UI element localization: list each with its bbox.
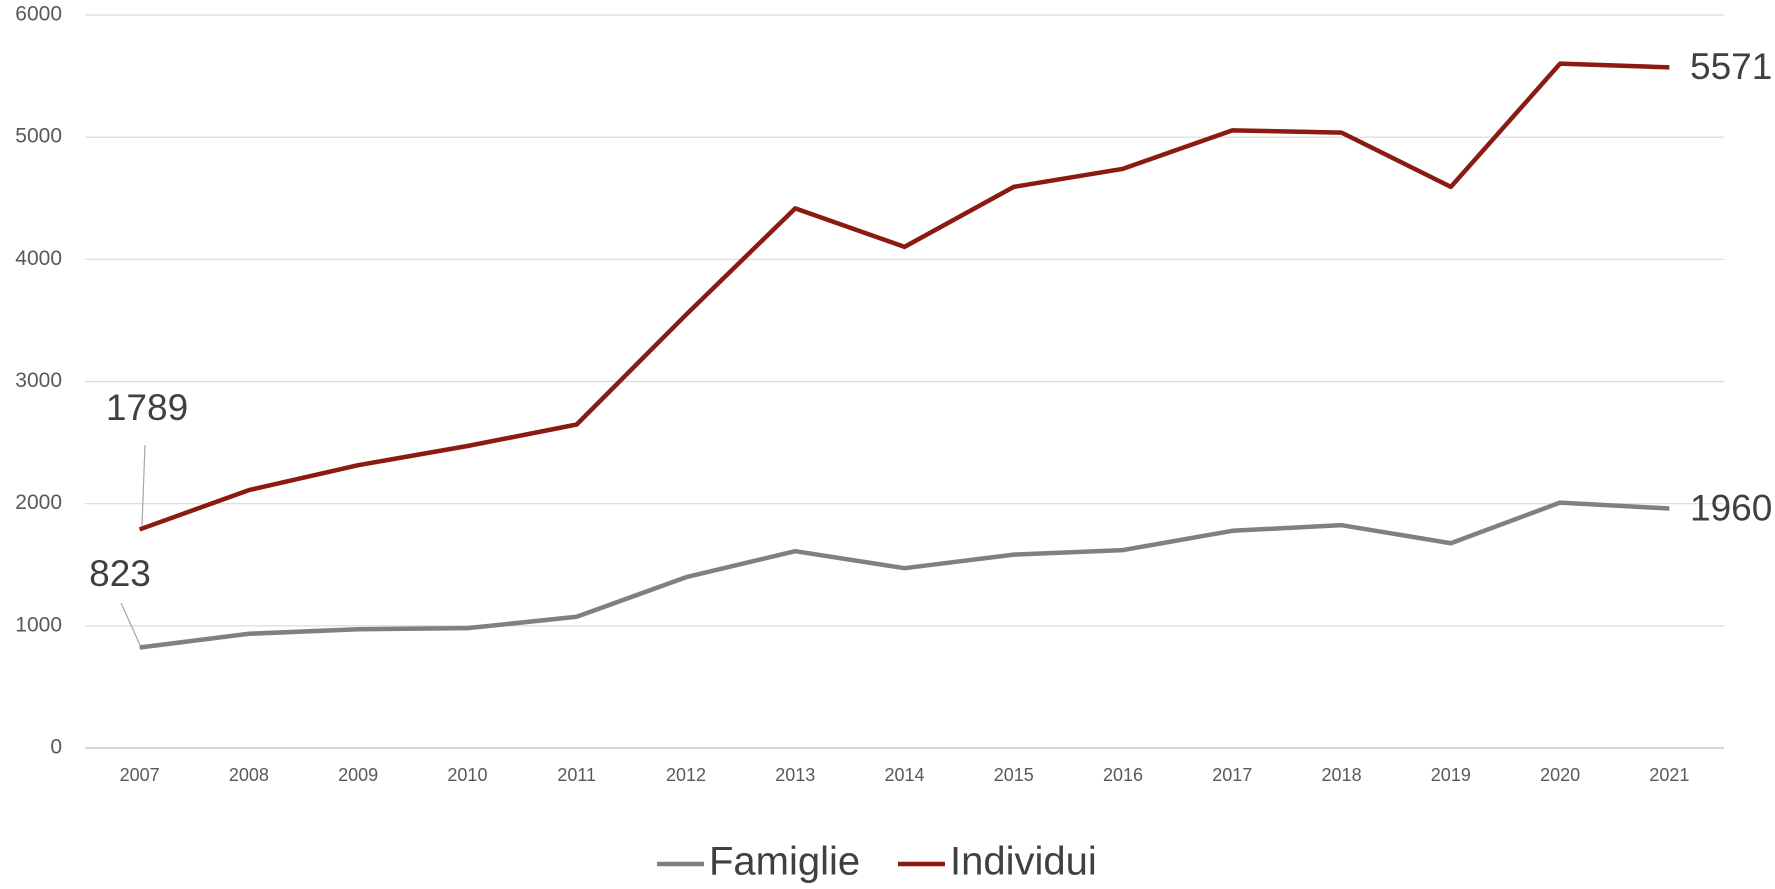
y-tick-label: 1000 bbox=[15, 613, 62, 636]
legend-label: Famiglie bbox=[709, 840, 860, 884]
leader-line bbox=[141, 444, 146, 527]
y-tick-label: 2000 bbox=[15, 491, 62, 514]
y-tick-label: 4000 bbox=[15, 247, 62, 270]
series-line bbox=[139, 500, 1670, 650]
x-tick-label: 2007 bbox=[120, 765, 160, 785]
x-tick-label: 2010 bbox=[447, 765, 487, 785]
x-tick-label: 2017 bbox=[1212, 765, 1252, 785]
x-tick-label: 2019 bbox=[1431, 765, 1471, 785]
x-tick-label: 2021 bbox=[1649, 765, 1689, 785]
series-line bbox=[138, 61, 1670, 532]
x-tick-label: 2014 bbox=[884, 765, 924, 785]
y-tick-label: 3000 bbox=[15, 369, 62, 392]
data-label: 823 bbox=[89, 553, 151, 594]
x-tick-label: 2009 bbox=[338, 765, 378, 785]
x-tick-label: 2008 bbox=[229, 765, 269, 785]
y-tick-label: 0 bbox=[50, 736, 62, 759]
x-tick-label: 2015 bbox=[994, 765, 1034, 785]
y-tick-label: 5000 bbox=[15, 125, 62, 148]
data-label: 1960 bbox=[1690, 487, 1772, 528]
y-tick-label: 6000 bbox=[15, 3, 62, 26]
x-tick-label: 2016 bbox=[1103, 765, 1143, 785]
x-tick-label: 2012 bbox=[666, 765, 706, 785]
data-label: 5571 bbox=[1690, 46, 1772, 87]
x-tick-label: 2018 bbox=[1322, 765, 1362, 785]
x-tick-label: 2011 bbox=[557, 765, 596, 785]
leader-line bbox=[120, 602, 141, 646]
x-tick-label: 2020 bbox=[1540, 765, 1580, 785]
legend-label: Individui bbox=[950, 840, 1097, 884]
data-label: 1789 bbox=[106, 387, 188, 428]
x-tick-label: 2013 bbox=[775, 765, 815, 785]
